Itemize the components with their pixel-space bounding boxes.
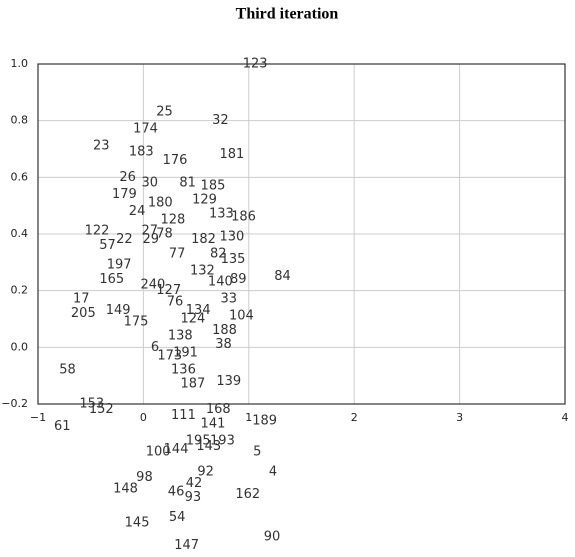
point-label: 17	[73, 292, 90, 307]
point-label: 98	[136, 470, 153, 485]
chart-title: Third iteration	[236, 6, 339, 23]
y-tick-label: −0.2	[1, 397, 28, 410]
point-label: 145	[125, 516, 150, 531]
point-label: 92	[197, 465, 214, 480]
point-label: 77	[169, 246, 186, 261]
y-tick-label: 0.4	[11, 227, 29, 240]
point-label: 29	[143, 232, 160, 247]
point-label: 27	[141, 224, 158, 239]
point-label: 57	[99, 238, 116, 253]
y-tick-label: 0.6	[11, 170, 29, 183]
point-label: 23	[93, 139, 110, 154]
point-label: 175	[124, 314, 149, 329]
x-tick-label: 1	[245, 411, 252, 424]
y-tick-label: 0.0	[11, 340, 29, 353]
point-label: 179	[112, 187, 137, 202]
point-label: 100	[146, 445, 171, 460]
point-label: 162	[235, 487, 260, 502]
point-label: 61	[54, 419, 71, 434]
point-label: 191	[173, 346, 198, 361]
point-label: 141	[201, 416, 226, 431]
x-tick-label: 3	[456, 411, 463, 424]
point-label: 182	[191, 232, 216, 247]
x-tick-label: −1	[30, 411, 46, 424]
point-label: 205	[71, 306, 96, 321]
point-label: 153	[79, 397, 104, 412]
point-label: 144	[164, 442, 189, 457]
point-label: 124	[181, 312, 206, 327]
point-label: 46	[168, 484, 185, 499]
point-label: 58	[59, 363, 76, 378]
point-label: 168	[206, 402, 231, 417]
point-label: 136	[171, 363, 196, 378]
point-label: 187	[181, 377, 206, 392]
point-label: 6	[151, 340, 159, 355]
y-tick-label: 0.2	[11, 284, 29, 297]
point-label: 139	[216, 374, 241, 389]
point-label: 5	[253, 445, 261, 460]
point-label: 129	[192, 193, 217, 208]
point-label: 181	[220, 147, 245, 162]
point-label: 197	[107, 258, 132, 273]
y-tick-label: 1.0	[11, 57, 29, 70]
point-label: 111	[171, 408, 196, 423]
point-label: 54	[169, 510, 186, 525]
point-label: 183	[129, 144, 154, 159]
point-label: 90	[264, 530, 281, 545]
x-tick-label: 2	[351, 411, 358, 424]
point-label: 143	[196, 439, 221, 454]
point-label: 240	[140, 278, 165, 293]
point-label: 38	[215, 337, 232, 352]
point-label: 147	[174, 538, 199, 553]
point-label: 149	[106, 303, 131, 318]
point-label: 130	[220, 229, 245, 244]
point-label: 185	[201, 178, 226, 193]
point-label: 128	[160, 212, 185, 227]
point-label: 42	[186, 476, 203, 491]
point-label: 82	[210, 246, 227, 261]
point-label: 127	[156, 283, 181, 298]
point-label: 195	[186, 433, 211, 448]
point-label: 93	[185, 490, 202, 505]
point-label: 89	[230, 272, 247, 287]
point-label: 135	[221, 252, 246, 267]
point-label: 189	[252, 414, 277, 429]
point-label: 30	[141, 176, 158, 191]
point-label: 26	[119, 170, 136, 185]
point-label: 81	[179, 176, 196, 191]
y-tick-label: 0.8	[11, 114, 29, 127]
point-label: 176	[163, 153, 188, 168]
point-label: 134	[186, 303, 211, 318]
point-label: 22	[116, 232, 133, 247]
point-label: 104	[229, 309, 254, 324]
point-label: 76	[167, 295, 184, 310]
x-tick-label: 4	[562, 411, 569, 424]
point-label: 33	[221, 292, 238, 307]
point-label: 132	[190, 263, 215, 278]
point-label: 24	[129, 204, 146, 219]
point-label: 174	[133, 122, 158, 137]
point-label: 152	[89, 402, 114, 417]
point-label: 188	[212, 323, 237, 338]
point-label: 122	[85, 224, 110, 239]
point-label: 78	[156, 227, 173, 242]
point-label: 138	[168, 329, 193, 344]
point-label: 4	[269, 465, 277, 480]
point-label: 180	[148, 195, 173, 210]
point-label: 173	[157, 348, 182, 363]
point-label: 25	[156, 105, 173, 120]
point-label: 165	[99, 272, 124, 287]
point-label: 193	[210, 433, 235, 448]
point-label: 140	[208, 275, 233, 290]
plot-frame	[37, 63, 566, 405]
point-label: 148	[113, 482, 138, 497]
point-label: 123	[243, 57, 268, 72]
point-label: 186	[231, 210, 256, 225]
point-label: 84	[274, 269, 291, 284]
point-label: 32	[212, 113, 229, 128]
x-tick-label: 0	[140, 411, 147, 424]
point-label: 133	[209, 207, 234, 222]
